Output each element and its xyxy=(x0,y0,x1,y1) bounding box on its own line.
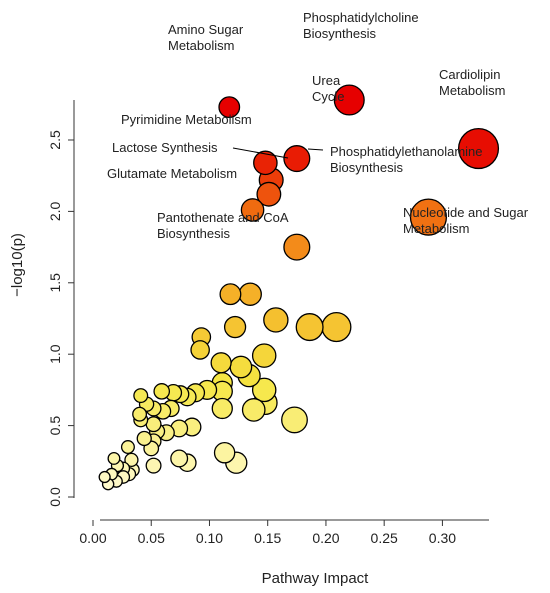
data-point xyxy=(170,449,189,468)
data-point xyxy=(210,352,232,374)
data-point xyxy=(132,406,148,422)
data-point xyxy=(238,282,262,306)
point-label: Phosphatidylethanolamine Biosynthesis xyxy=(330,144,483,175)
data-point xyxy=(321,312,352,343)
data-point xyxy=(229,355,253,379)
data-point xyxy=(281,406,308,434)
y-tick-label: 1.0 xyxy=(47,344,63,364)
point-label: Pantothenate and CoA Biosynthesis xyxy=(157,210,289,241)
y-tick-label: 2.5 xyxy=(47,130,63,150)
data-point xyxy=(124,452,139,468)
y-axis-title: −log10(p) xyxy=(9,233,26,297)
x-tick-label: 0.10 xyxy=(196,530,223,546)
data-point xyxy=(219,283,242,306)
data-point xyxy=(190,340,210,360)
data-point xyxy=(295,313,324,342)
y-tick-label: 0.5 xyxy=(47,416,63,436)
data-point xyxy=(240,198,265,222)
data-point xyxy=(253,150,278,176)
point-label: Pyrimidine Metabolism xyxy=(121,112,252,127)
data-point xyxy=(211,397,233,420)
point-label: Nucleotide and Sugar Metabolism xyxy=(403,205,529,236)
point-label: Urea Cycle xyxy=(312,73,345,104)
data-point xyxy=(256,181,282,207)
annotations: Amino Sugar Metabolism Phosphatidylcholine… xyxy=(107,10,529,241)
data-point xyxy=(136,430,152,447)
data-point xyxy=(223,315,247,339)
point-label: Cardiolipin Metabolism xyxy=(439,67,505,98)
point-label: Lactose Synthesis xyxy=(112,140,218,155)
data-point xyxy=(153,383,171,400)
data-point xyxy=(283,145,311,173)
x-axis-title: Pathway Impact xyxy=(262,570,370,587)
data-point xyxy=(263,307,289,333)
data-point xyxy=(213,441,236,464)
leader-line xyxy=(232,147,289,159)
data-point xyxy=(107,451,121,465)
data-point xyxy=(120,440,135,455)
ticks: 0.00 0.05 0.10 0.15 0.20 0.25 0.30 0.0 0.5 1.0 1.5… xyxy=(47,130,456,546)
data-point xyxy=(251,377,277,403)
data-point xyxy=(457,128,500,170)
data-point xyxy=(251,343,277,368)
y-tick-label: 2.0 xyxy=(47,201,63,221)
point-label: Glutamate Metabolism xyxy=(107,166,237,181)
data-point xyxy=(283,233,311,261)
x-tick-label: 0.15 xyxy=(254,530,281,546)
point-label: Amino Sugar Metabolism xyxy=(168,22,244,53)
data-point xyxy=(218,96,241,119)
data-point xyxy=(409,198,448,236)
data-point xyxy=(133,388,149,404)
y-tick-label: 1.5 xyxy=(47,273,63,293)
data-point xyxy=(98,470,111,484)
x-tick-label: 0.20 xyxy=(312,530,339,546)
data-point xyxy=(241,398,266,422)
axes xyxy=(73,100,489,521)
leader-line xyxy=(307,148,324,151)
point-label: Phosphatidylcholine Biosynthesis xyxy=(303,10,419,41)
x-tick-label: 0.25 xyxy=(371,530,398,546)
data-point xyxy=(145,416,162,433)
x-tick-label: 0.05 xyxy=(138,530,165,546)
x-tick-label: 0.30 xyxy=(429,530,456,546)
x-tick-label: 0.00 xyxy=(79,530,106,546)
data-point xyxy=(145,457,162,474)
bubbles xyxy=(98,84,500,491)
data-point xyxy=(333,84,365,116)
y-tick-label: 0.0 xyxy=(47,487,63,507)
